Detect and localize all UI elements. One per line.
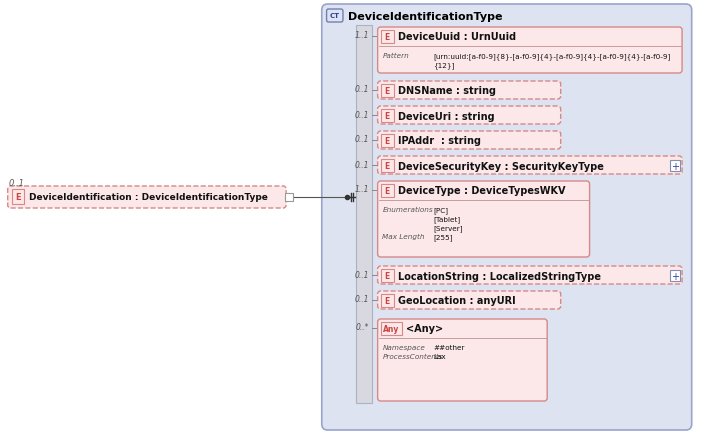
FancyBboxPatch shape (378, 107, 561, 125)
Text: <Any>: <Any> (406, 324, 443, 334)
Bar (669, 270, 680, 281)
Text: [PC]: [PC] (433, 207, 448, 213)
Text: E: E (385, 137, 390, 146)
Text: DeviceUri : string: DeviceUri : string (398, 111, 495, 121)
Text: 0..1: 0..1 (9, 179, 25, 188)
FancyBboxPatch shape (322, 5, 692, 430)
Text: +: + (671, 271, 679, 281)
Text: [Server]: [Server] (433, 224, 463, 231)
Text: Lax: Lax (433, 353, 446, 359)
Text: DeviceIdentificationType: DeviceIdentificationType (348, 11, 503, 21)
Text: 1..1: 1..1 (355, 185, 369, 194)
Text: CT: CT (330, 13, 340, 20)
FancyBboxPatch shape (378, 157, 682, 174)
Text: E: E (385, 271, 390, 280)
Text: Pattern: Pattern (383, 53, 409, 59)
Bar (380, 135, 394, 148)
Text: IPAddr  : string: IPAddr : string (398, 136, 481, 146)
Bar (669, 161, 680, 171)
Text: DeviceType : DeviceTypesWKV: DeviceType : DeviceTypesWKV (398, 186, 565, 196)
Text: {12}]: {12}] (433, 62, 455, 69)
Bar (380, 160, 394, 173)
Text: ##other: ##other (433, 344, 465, 350)
Bar (380, 270, 394, 283)
Text: E: E (385, 33, 390, 42)
Text: E: E (385, 187, 390, 196)
FancyBboxPatch shape (326, 10, 343, 23)
Text: [255]: [255] (433, 233, 453, 240)
Bar (12, 190, 24, 204)
Text: Namespace: Namespace (383, 344, 425, 350)
Bar (380, 31, 394, 44)
Text: 0..1: 0..1 (355, 295, 369, 304)
FancyBboxPatch shape (378, 266, 682, 284)
Text: DeviceSecurityKey : SecurityKeyType: DeviceSecurityKey : SecurityKeyType (398, 161, 604, 171)
FancyBboxPatch shape (378, 28, 682, 74)
Text: 1..1: 1..1 (355, 31, 369, 40)
Text: E: E (385, 161, 390, 171)
Text: 0..*: 0..* (355, 323, 369, 332)
Bar (285, 194, 293, 201)
Text: 0..1: 0..1 (355, 85, 369, 94)
FancyBboxPatch shape (8, 187, 286, 208)
Bar (357, 26, 372, 403)
Text: GeoLocation : anyURI: GeoLocation : anyURI (398, 296, 516, 306)
Text: [Tablet]: [Tablet] (433, 216, 461, 222)
Text: Enumerations: Enumerations (383, 207, 433, 213)
Text: E: E (385, 112, 390, 121)
Bar (380, 294, 394, 307)
Bar (380, 85, 394, 98)
Text: Any: Any (383, 324, 399, 333)
FancyBboxPatch shape (378, 82, 561, 100)
Text: LocationString : LocalizedStringType: LocationString : LocalizedStringType (398, 271, 601, 281)
FancyBboxPatch shape (378, 319, 547, 401)
Text: DNSName : string: DNSName : string (398, 86, 496, 96)
Text: 0..1: 0..1 (355, 110, 369, 119)
Bar (380, 110, 394, 123)
Bar (380, 184, 394, 197)
Text: E: E (385, 296, 390, 305)
Text: Max Length: Max Length (383, 233, 425, 240)
Text: E: E (385, 87, 390, 96)
Bar (380, 322, 401, 335)
Text: [urn:uuid:[a-f0-9]{8}-[a-f0-9]{4}-[a-f0-9]{4}-[a-f0-9]{4}-[a-f0-9]: [urn:uuid:[a-f0-9]{8}-[a-f0-9]{4}-[a-f0-… (433, 53, 671, 59)
FancyBboxPatch shape (378, 291, 561, 309)
FancyBboxPatch shape (378, 181, 590, 257)
Text: ProcessContents: ProcessContents (383, 353, 443, 359)
FancyBboxPatch shape (378, 132, 561, 150)
Text: 0..1: 0..1 (355, 160, 369, 169)
Text: E: E (15, 193, 21, 202)
Text: DeviceUuid : UrnUuid: DeviceUuid : UrnUuid (398, 33, 516, 43)
Text: +: + (671, 161, 679, 171)
Text: 0..1: 0..1 (355, 135, 369, 144)
Text: 0..1: 0..1 (355, 270, 369, 279)
Text: DeviceIdentification : DeviceIdentificationType: DeviceIdentification : DeviceIdentificat… (29, 193, 268, 202)
